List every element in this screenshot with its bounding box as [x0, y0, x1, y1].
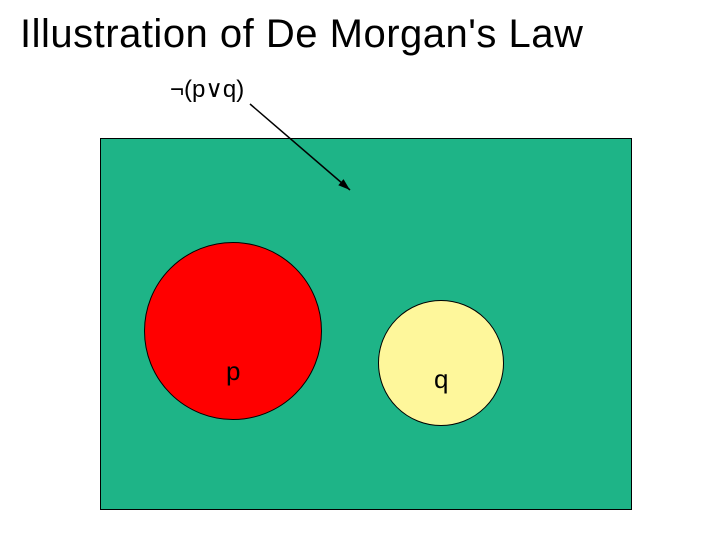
slide: Illustration of De Morgan's Law ¬(p∨q) p…: [0, 0, 720, 540]
set-p-circle: [144, 242, 322, 420]
page-title: Illustration of De Morgan's Law: [20, 12, 583, 57]
set-q-label: q: [434, 364, 448, 395]
formula-label: ¬(p∨q): [170, 75, 244, 104]
set-p-label: p: [226, 356, 240, 387]
set-q-circle: [378, 300, 504, 426]
